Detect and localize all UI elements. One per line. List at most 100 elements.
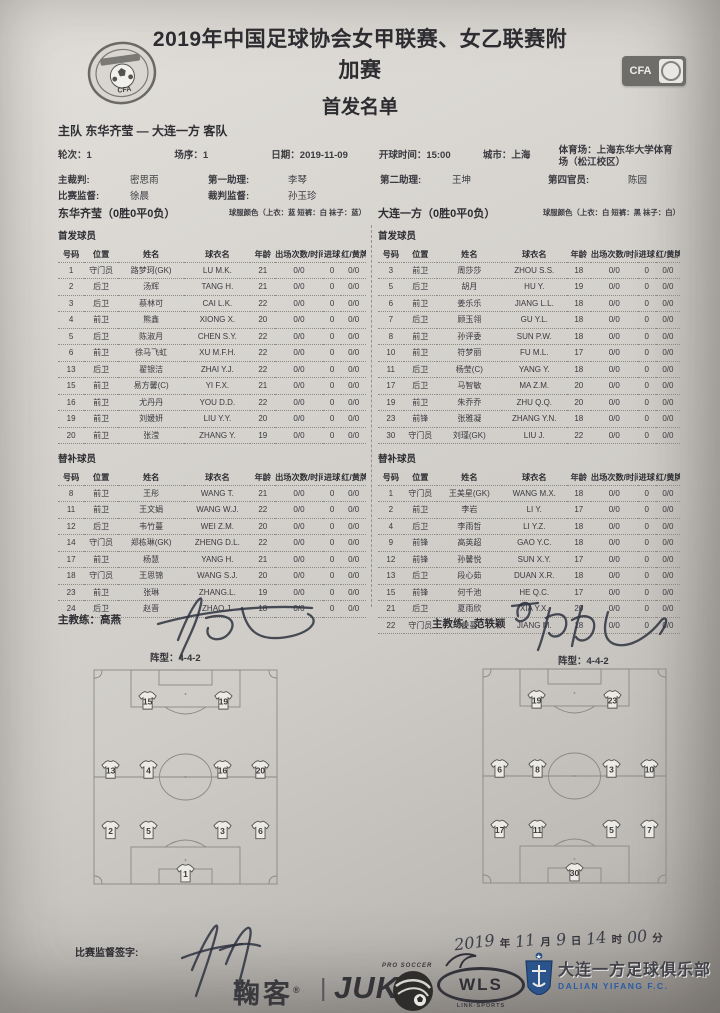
- player-cell: 2: [378, 501, 404, 519]
- player-cell: 22: [250, 328, 276, 345]
- player-row: 3 后卫 蔡林可 CAI L.K. 22 0/0 0 0/0: [58, 295, 366, 312]
- player-cell: 符梦丽: [436, 344, 502, 362]
- player-cell: 赵晋: [118, 600, 185, 618]
- player-cell: LU M.K.: [184, 262, 251, 279]
- player-cell: 3: [378, 262, 404, 279]
- player-cell: 前卫: [84, 584, 119, 601]
- player-shirt-icon: 2: [101, 820, 120, 840]
- player-cell: 后卫: [84, 600, 119, 618]
- player-row: 18 守门员 王思锦 WANG S.J. 20 0/0 0 0/0: [58, 567, 366, 585]
- player-cell: YANG H.: [184, 551, 251, 568]
- juk-tagline: PRO SOCCER: [382, 963, 433, 969]
- column-divider: [371, 225, 372, 607]
- player-cell: 20: [250, 410, 276, 428]
- player-cell: 后卫: [403, 361, 437, 378]
- svg-text:3: 3: [220, 826, 225, 836]
- player-cell: 22: [378, 617, 404, 634]
- cfa-round-logo-icon: CFA: [87, 41, 157, 105]
- cfa-badge-emblem-icon: [659, 59, 683, 83]
- player-row: 4 后卫 李雨哲 LI Y.Z. 18 0/0 0 0/0: [378, 518, 680, 535]
- player-cell: XIONG X.: [184, 311, 251, 329]
- column-header: 出场次数/时间: [590, 246, 638, 263]
- home-coach-name: 高燕: [100, 614, 121, 626]
- home-subs-table: 号码 位置 姓名 球衣名 年龄 出场次数/时间 进球 红/黄牌 8 前卫 王彤 WANG T. 21 0…: [58, 469, 366, 618]
- player-cell: 21: [378, 600, 404, 618]
- player-cell: 前锋: [403, 584, 437, 601]
- player-cell: 顾玉翎: [436, 311, 502, 329]
- player-cell: 18: [566, 311, 591, 329]
- player-row: 23 前锋 张雅凝 ZHANG Y.N. 18 0/0 0 0/0: [378, 410, 680, 428]
- player-cell: 2: [58, 278, 85, 296]
- player-cell: 徐马飞虹: [118, 344, 185, 362]
- player-cell: 0/0: [590, 394, 638, 411]
- player-cell: LI Y.: [501, 501, 567, 519]
- player-cell: 0/0: [655, 485, 680, 502]
- player-cell: 21: [250, 485, 276, 502]
- match-date: 日期：2019-11-09: [271, 150, 348, 161]
- player-cell: 18: [566, 617, 591, 634]
- player-cell: 0: [637, 311, 656, 329]
- player-cell: 0/0: [590, 584, 638, 601]
- player-cell: 0/0: [655, 328, 680, 345]
- player-cell: 0/0: [590, 377, 638, 395]
- player-cell: HU Y.: [501, 278, 567, 296]
- player-cell: 李岩: [436, 501, 502, 519]
- player-cell: 段心茹: [436, 567, 502, 585]
- fourth-official-name: 陈园: [628, 175, 648, 186]
- player-cell: LI Y.Z.: [501, 518, 567, 535]
- player-cell: 0/0: [341, 534, 366, 552]
- player-cell: 0/0: [341, 344, 366, 362]
- player-row: 13 后卫 翟银洁 ZHAI Y.J. 22 0/0 0 0/0: [58, 361, 366, 378]
- player-cell: WANG S.J.: [184, 567, 251, 585]
- svg-text:30: 30: [570, 868, 580, 878]
- player-cell: 韦竹蔓: [118, 518, 185, 535]
- player-cell: 0: [322, 584, 342, 601]
- player-cell: 0: [322, 295, 342, 312]
- player-cell: 郑栋琳(GK): [118, 534, 185, 552]
- player-row: 12 后卫 韦竹蔓 WEI Z.M. 20 0/0 0 0/0: [58, 518, 366, 535]
- player-row: 12 前锋 孙馨悦 SUN X.Y. 17 0/0 0 0/0: [378, 551, 680, 568]
- player-cell: 后卫: [84, 278, 119, 296]
- player-cell: 10: [378, 344, 404, 362]
- player-shirt-icon: 19: [527, 689, 546, 709]
- officials-row: 主裁判: 密思雨 第一助理: 李琴 第二助理: 王坤 第四官员: 陈园: [58, 172, 682, 186]
- player-cell: 8: [58, 485, 85, 502]
- svg-text:16: 16: [218, 765, 228, 775]
- column-header: 进球: [322, 469, 342, 486]
- player-cell: 0/0: [590, 295, 638, 312]
- player-row: 8 前卫 孙评委 SUN P.W. 18 0/0 0 0/0: [378, 328, 680, 345]
- player-cell: 后卫: [403, 567, 437, 585]
- fourth-official-label: 第四官员:: [548, 175, 590, 186]
- player-cell: 后卫: [403, 600, 437, 618]
- player-cell: 13: [58, 361, 85, 378]
- svg-text:7: 7: [647, 825, 652, 835]
- table-header-row: 号码 位置 姓名 球衣名 年龄 出场次数/时间 进球 红/黄牌: [378, 246, 680, 263]
- player-cell: 0/0: [341, 262, 366, 279]
- column-header: 号码: [58, 469, 85, 486]
- player-cell: 22: [250, 361, 276, 378]
- player-cell: 0: [637, 328, 656, 345]
- away-team-header: 大连一方（0胜0平0负） 球服颜色（上衣：白 短裤：黑 袜子：白）: [378, 205, 680, 221]
- player-cell: 18: [566, 410, 591, 428]
- svg-text:19: 19: [219, 696, 229, 706]
- wls-bird-icon: [445, 953, 477, 969]
- player-cell: 4: [378, 518, 404, 535]
- player-cell: 9: [378, 534, 404, 552]
- column-header: 号码: [58, 246, 85, 263]
- player-cell: 0/0: [275, 427, 323, 444]
- home-kit-colors: 球服颜色（上衣：蓝 短裤：白 袜子：蓝）: [228, 208, 366, 217]
- player-cell: 0/0: [341, 567, 366, 585]
- player-cell: 0/0: [275, 377, 323, 395]
- player-cell: 前卫: [84, 394, 119, 411]
- player-cell: 23: [378, 410, 404, 428]
- player-cell: 0: [322, 262, 342, 279]
- svg-text:1: 1: [183, 869, 188, 879]
- column-header: 位置: [403, 246, 437, 263]
- player-cell: 18: [58, 567, 85, 585]
- player-cell: 前卫: [403, 394, 437, 411]
- column-header: 位置: [84, 246, 119, 263]
- referee-name: 密思雨: [130, 175, 159, 186]
- player-shirt-icon: 5: [139, 820, 158, 840]
- player-cell: 0/0: [275, 567, 323, 585]
- player-cell: 0: [637, 534, 656, 552]
